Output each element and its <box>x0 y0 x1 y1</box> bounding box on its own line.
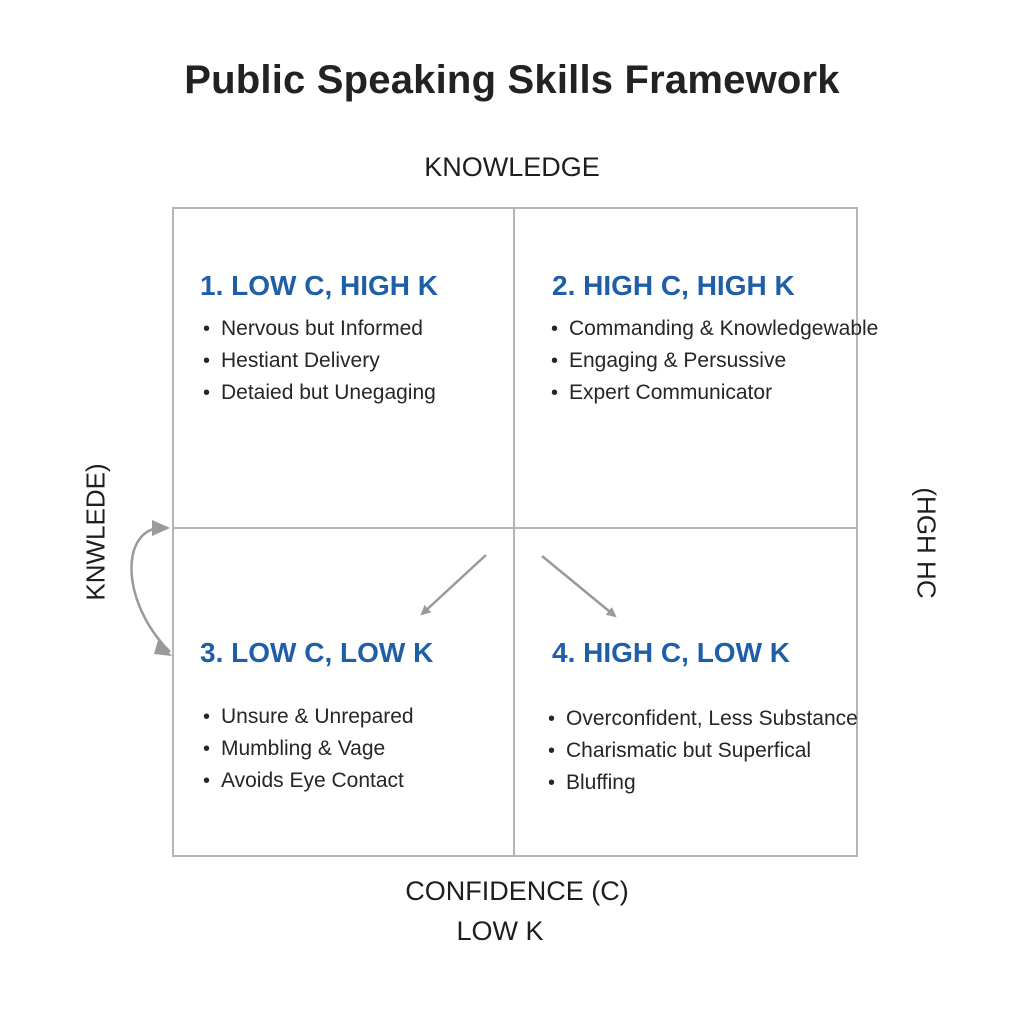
quadrant-1-item: Nervous but Informed <box>203 313 436 345</box>
quadrant-4-title: 4. HIGH C, LOW K <box>552 637 790 668</box>
quadrant-4-item: Overconfident, Less Substance <box>548 703 858 735</box>
quadrant-2-item: Expert Communicator <box>551 377 878 409</box>
quadrant-3-list: Unsure & Unrepared Mumbling & Vage Avoid… <box>203 701 414 797</box>
quadrant-4-list: Overconfident, Less Substance Charismati… <box>548 703 858 799</box>
quadrant-4-item: Charismatic but Superfical <box>548 735 858 767</box>
quadrant-3-title: 3. LOW C, LOW K <box>200 637 434 668</box>
quadrant-1-item: Hestiant Delivery <box>203 345 436 377</box>
left-curved-arrow-head-top <box>152 520 170 536</box>
axis-label-bottom-secondary: LOW K <box>456 916 544 946</box>
axis-label-bottom: CONFIDENCE (C) <box>405 876 629 906</box>
quadrant-4-item: Bluffing <box>548 767 858 799</box>
quadrant-1-title: 1. LOW C, HIGH K <box>200 270 438 301</box>
quadrant-2-title: 2. HIGH C, HIGH K <box>552 270 795 301</box>
axis-label-top: KNOWLEDGE <box>424 152 600 182</box>
quadrant-2-item: Engaging & Persussive <box>551 345 878 377</box>
left-curved-arrow <box>130 526 171 653</box>
left-curved-arrow-head-bottom <box>154 640 172 656</box>
quadrant-3-item: Unsure & Unrepared <box>203 701 414 733</box>
page-title: Public Speaking Skills Framework <box>184 58 840 102</box>
center-arrow-right <box>541 555 617 618</box>
center-arrow-left <box>420 554 487 616</box>
quadrant-2-list: Commanding & Knowledgewable Engaging & P… <box>551 313 878 409</box>
quadrant-1-list: Nervous but Informed Hestiant Delivery D… <box>203 313 436 409</box>
quadrant-1-item: Detaied but Unegaging <box>203 377 436 409</box>
quadrant-3-item: Mumbling & Vage <box>203 733 414 765</box>
quadrant-3-item: Avoids Eye Contact <box>203 765 414 797</box>
quadrant-2-item: Commanding & Knowledgewable <box>551 313 878 345</box>
